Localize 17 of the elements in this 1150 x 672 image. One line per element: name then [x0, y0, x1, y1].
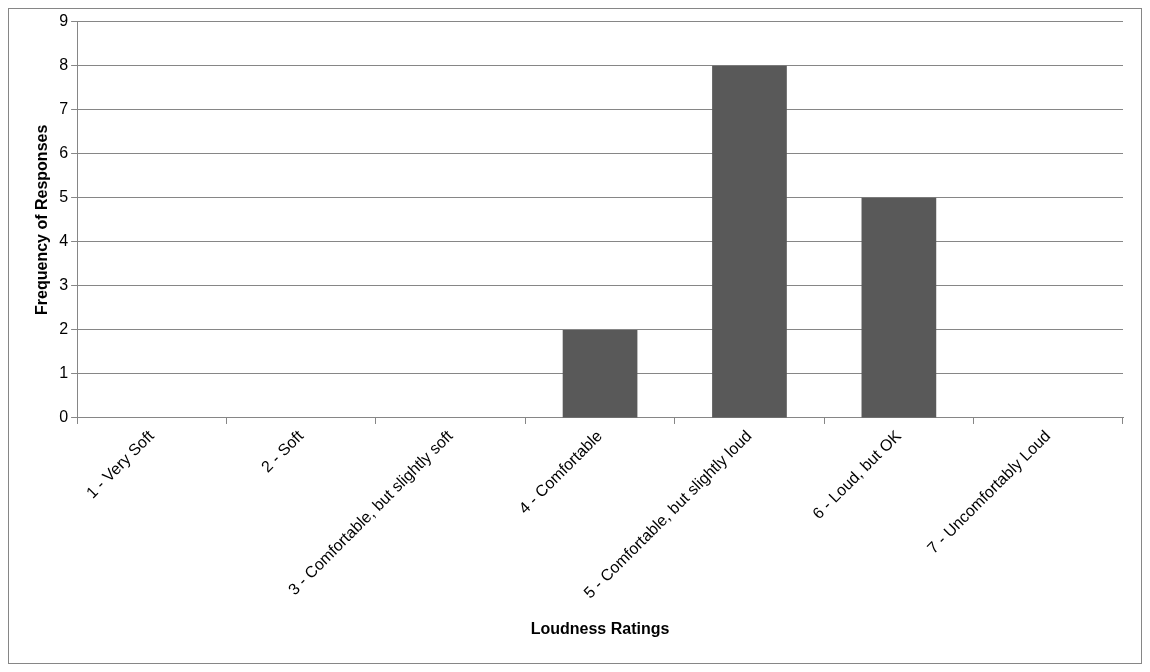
y-tick-label: 0	[59, 408, 69, 426]
y-tick-label: 2	[59, 320, 69, 338]
bar	[861, 197, 937, 418]
bar	[562, 329, 638, 418]
y-tick-label: 6	[59, 144, 69, 162]
y-tick-label: 7	[59, 100, 69, 118]
y-tick-label: 5	[59, 188, 69, 206]
x-tick-label: 2 - Soft	[257, 426, 307, 476]
bar	[712, 65, 787, 418]
x-axis-title: Loudness Ratings	[530, 619, 670, 637]
y-tick-label: 3	[59, 276, 69, 294]
x-tick-label: 1 - Very Soft	[82, 426, 158, 502]
y-axis-title: Frequency of Responses	[33, 124, 51, 315]
y-tick-label: 8	[59, 56, 69, 74]
y-tick-label: 1	[59, 364, 69, 382]
y-tick-label: 4	[59, 232, 69, 250]
y-tick-label: 9	[59, 12, 69, 30]
